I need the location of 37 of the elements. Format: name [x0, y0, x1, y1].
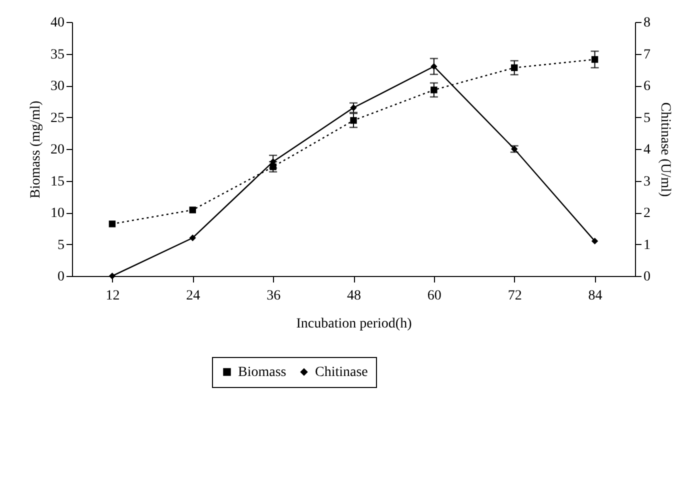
- x-axis-title: Incubation period(h): [296, 316, 412, 332]
- legend-label: Chitinase: [315, 365, 368, 380]
- y-axis-title: Biomass (mg/ml): [28, 100, 44, 198]
- x-tick-label: 36: [266, 288, 281, 304]
- point: [189, 206, 196, 214]
- x-tick-label: 12: [106, 288, 120, 304]
- y2-tick-label: 8: [644, 16, 650, 30]
- x-tick-label: 72: [508, 288, 522, 304]
- y2-tick-label: 6: [644, 79, 650, 94]
- y-tick-label: 20: [50, 142, 64, 158]
- y2-tick-label: 2: [644, 206, 650, 221]
- point: [350, 117, 357, 124]
- point: [108, 220, 116, 228]
- legend-label: Biomass: [238, 365, 286, 380]
- y-tick-label: 15: [50, 174, 64, 190]
- y2-tick-label: 5: [644, 110, 650, 126]
- x-tick-label: 48: [347, 288, 361, 304]
- point: [591, 238, 598, 244]
- point: [189, 234, 196, 242]
- y-tick-label: 5: [58, 238, 64, 253]
- y-tick-label: 0: [58, 270, 64, 284]
- y-tick-label: 35: [50, 47, 64, 62]
- y-tick-label: 10: [50, 206, 64, 221]
- y2-tick-label: 7: [644, 47, 650, 62]
- x-tick-label: 24: [186, 288, 200, 304]
- y2-tick-label: 4: [644, 142, 650, 158]
- y2-tick-label: 0: [644, 270, 650, 284]
- point: [108, 272, 116, 280]
- y-tick-label: 40: [50, 16, 64, 30]
- y2-tick-label: 1: [644, 238, 650, 253]
- point: [430, 86, 438, 94]
- y2-axis-title: Chitinase (U/ml): [658, 102, 672, 198]
- y-tick-label: 25: [50, 110, 64, 126]
- y-tick-label: 30: [50, 79, 64, 94]
- y2-tick-label: 3: [644, 174, 650, 190]
- x-tick-label: 60: [427, 288, 442, 304]
- x-tick-label: 84: [588, 288, 602, 304]
